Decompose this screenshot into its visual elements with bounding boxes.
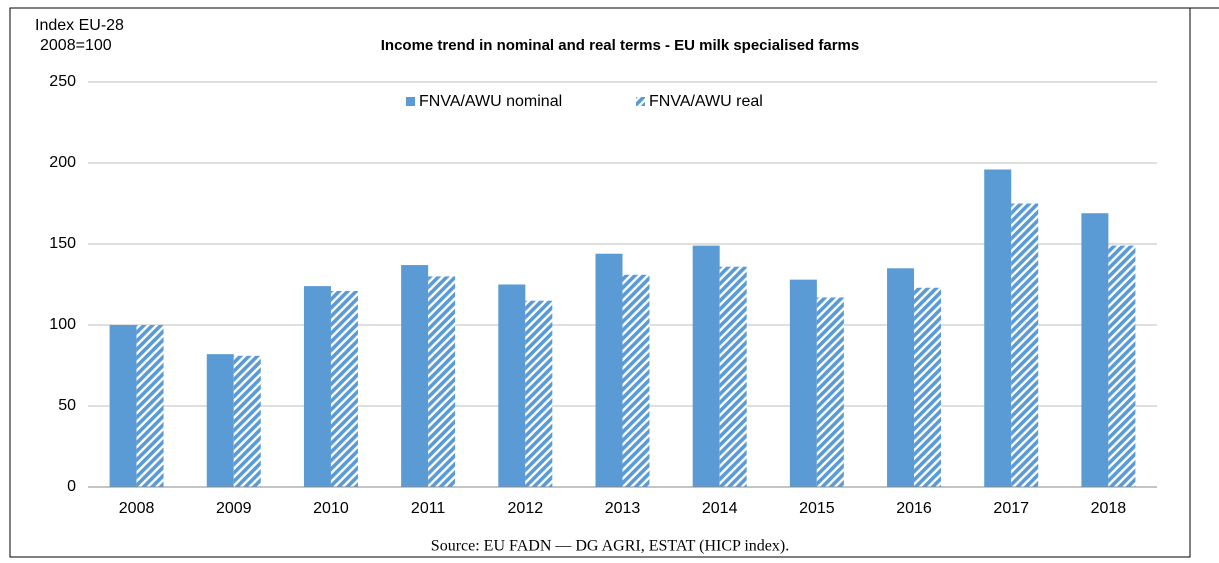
bar bbox=[719, 266, 747, 487]
source-note: Source: EU FADN — DG AGRI, ESTAT (HICP i… bbox=[431, 538, 789, 555]
x-tick-label: 2015 bbox=[799, 500, 835, 517]
bar bbox=[206, 354, 234, 487]
bar bbox=[525, 300, 553, 487]
bar bbox=[887, 268, 915, 487]
y-tick-label: 0 bbox=[67, 478, 76, 495]
x-tick-label: 2018 bbox=[1091, 500, 1127, 517]
bar bbox=[816, 297, 844, 487]
y-axis-label: Index EU-28 bbox=[35, 17, 124, 34]
x-tick-label: 2014 bbox=[702, 500, 738, 517]
y-tick-label: 200 bbox=[49, 154, 76, 171]
y-tick-label: 250 bbox=[49, 73, 76, 90]
x-tick-label: 2017 bbox=[993, 500, 1029, 517]
x-tick-label: 2009 bbox=[216, 500, 252, 517]
bar bbox=[692, 245, 720, 487]
y-tick-label: 150 bbox=[49, 235, 76, 252]
legend-swatch bbox=[636, 97, 645, 106]
bar bbox=[1081, 213, 1109, 487]
x-tick-label: 2012 bbox=[508, 500, 544, 517]
bar bbox=[109, 325, 137, 487]
bar bbox=[330, 290, 358, 487]
bar bbox=[136, 325, 164, 487]
y-tick-label: 100 bbox=[49, 316, 76, 333]
bar bbox=[428, 276, 456, 487]
x-tick-label: 2013 bbox=[605, 500, 641, 517]
bar bbox=[401, 265, 429, 487]
bar bbox=[914, 287, 942, 487]
x-tick-label: 2008 bbox=[119, 500, 155, 517]
bar bbox=[595, 253, 623, 487]
x-tick-label: 2010 bbox=[313, 500, 349, 517]
bar bbox=[303, 286, 331, 487]
y-axis-label: 2008=100 bbox=[40, 37, 112, 54]
x-tick-label: 2016 bbox=[896, 500, 932, 517]
bar bbox=[984, 169, 1012, 488]
bar bbox=[1011, 203, 1039, 487]
x-tick-label: 2011 bbox=[411, 500, 446, 517]
bar bbox=[233, 355, 261, 487]
chart-title: Income trend in nominal and real terms -… bbox=[381, 37, 859, 54]
chart-frame bbox=[9, 7, 1191, 558]
bar bbox=[498, 284, 526, 487]
bar bbox=[789, 279, 817, 487]
bar bbox=[622, 274, 650, 487]
legend-label: FNVA/AWU nominal bbox=[419, 93, 562, 110]
y-tick-label: 50 bbox=[58, 397, 76, 414]
bar bbox=[1108, 245, 1136, 487]
legend-label: FNVA/AWU real bbox=[649, 93, 763, 110]
legend-swatch bbox=[406, 97, 415, 106]
